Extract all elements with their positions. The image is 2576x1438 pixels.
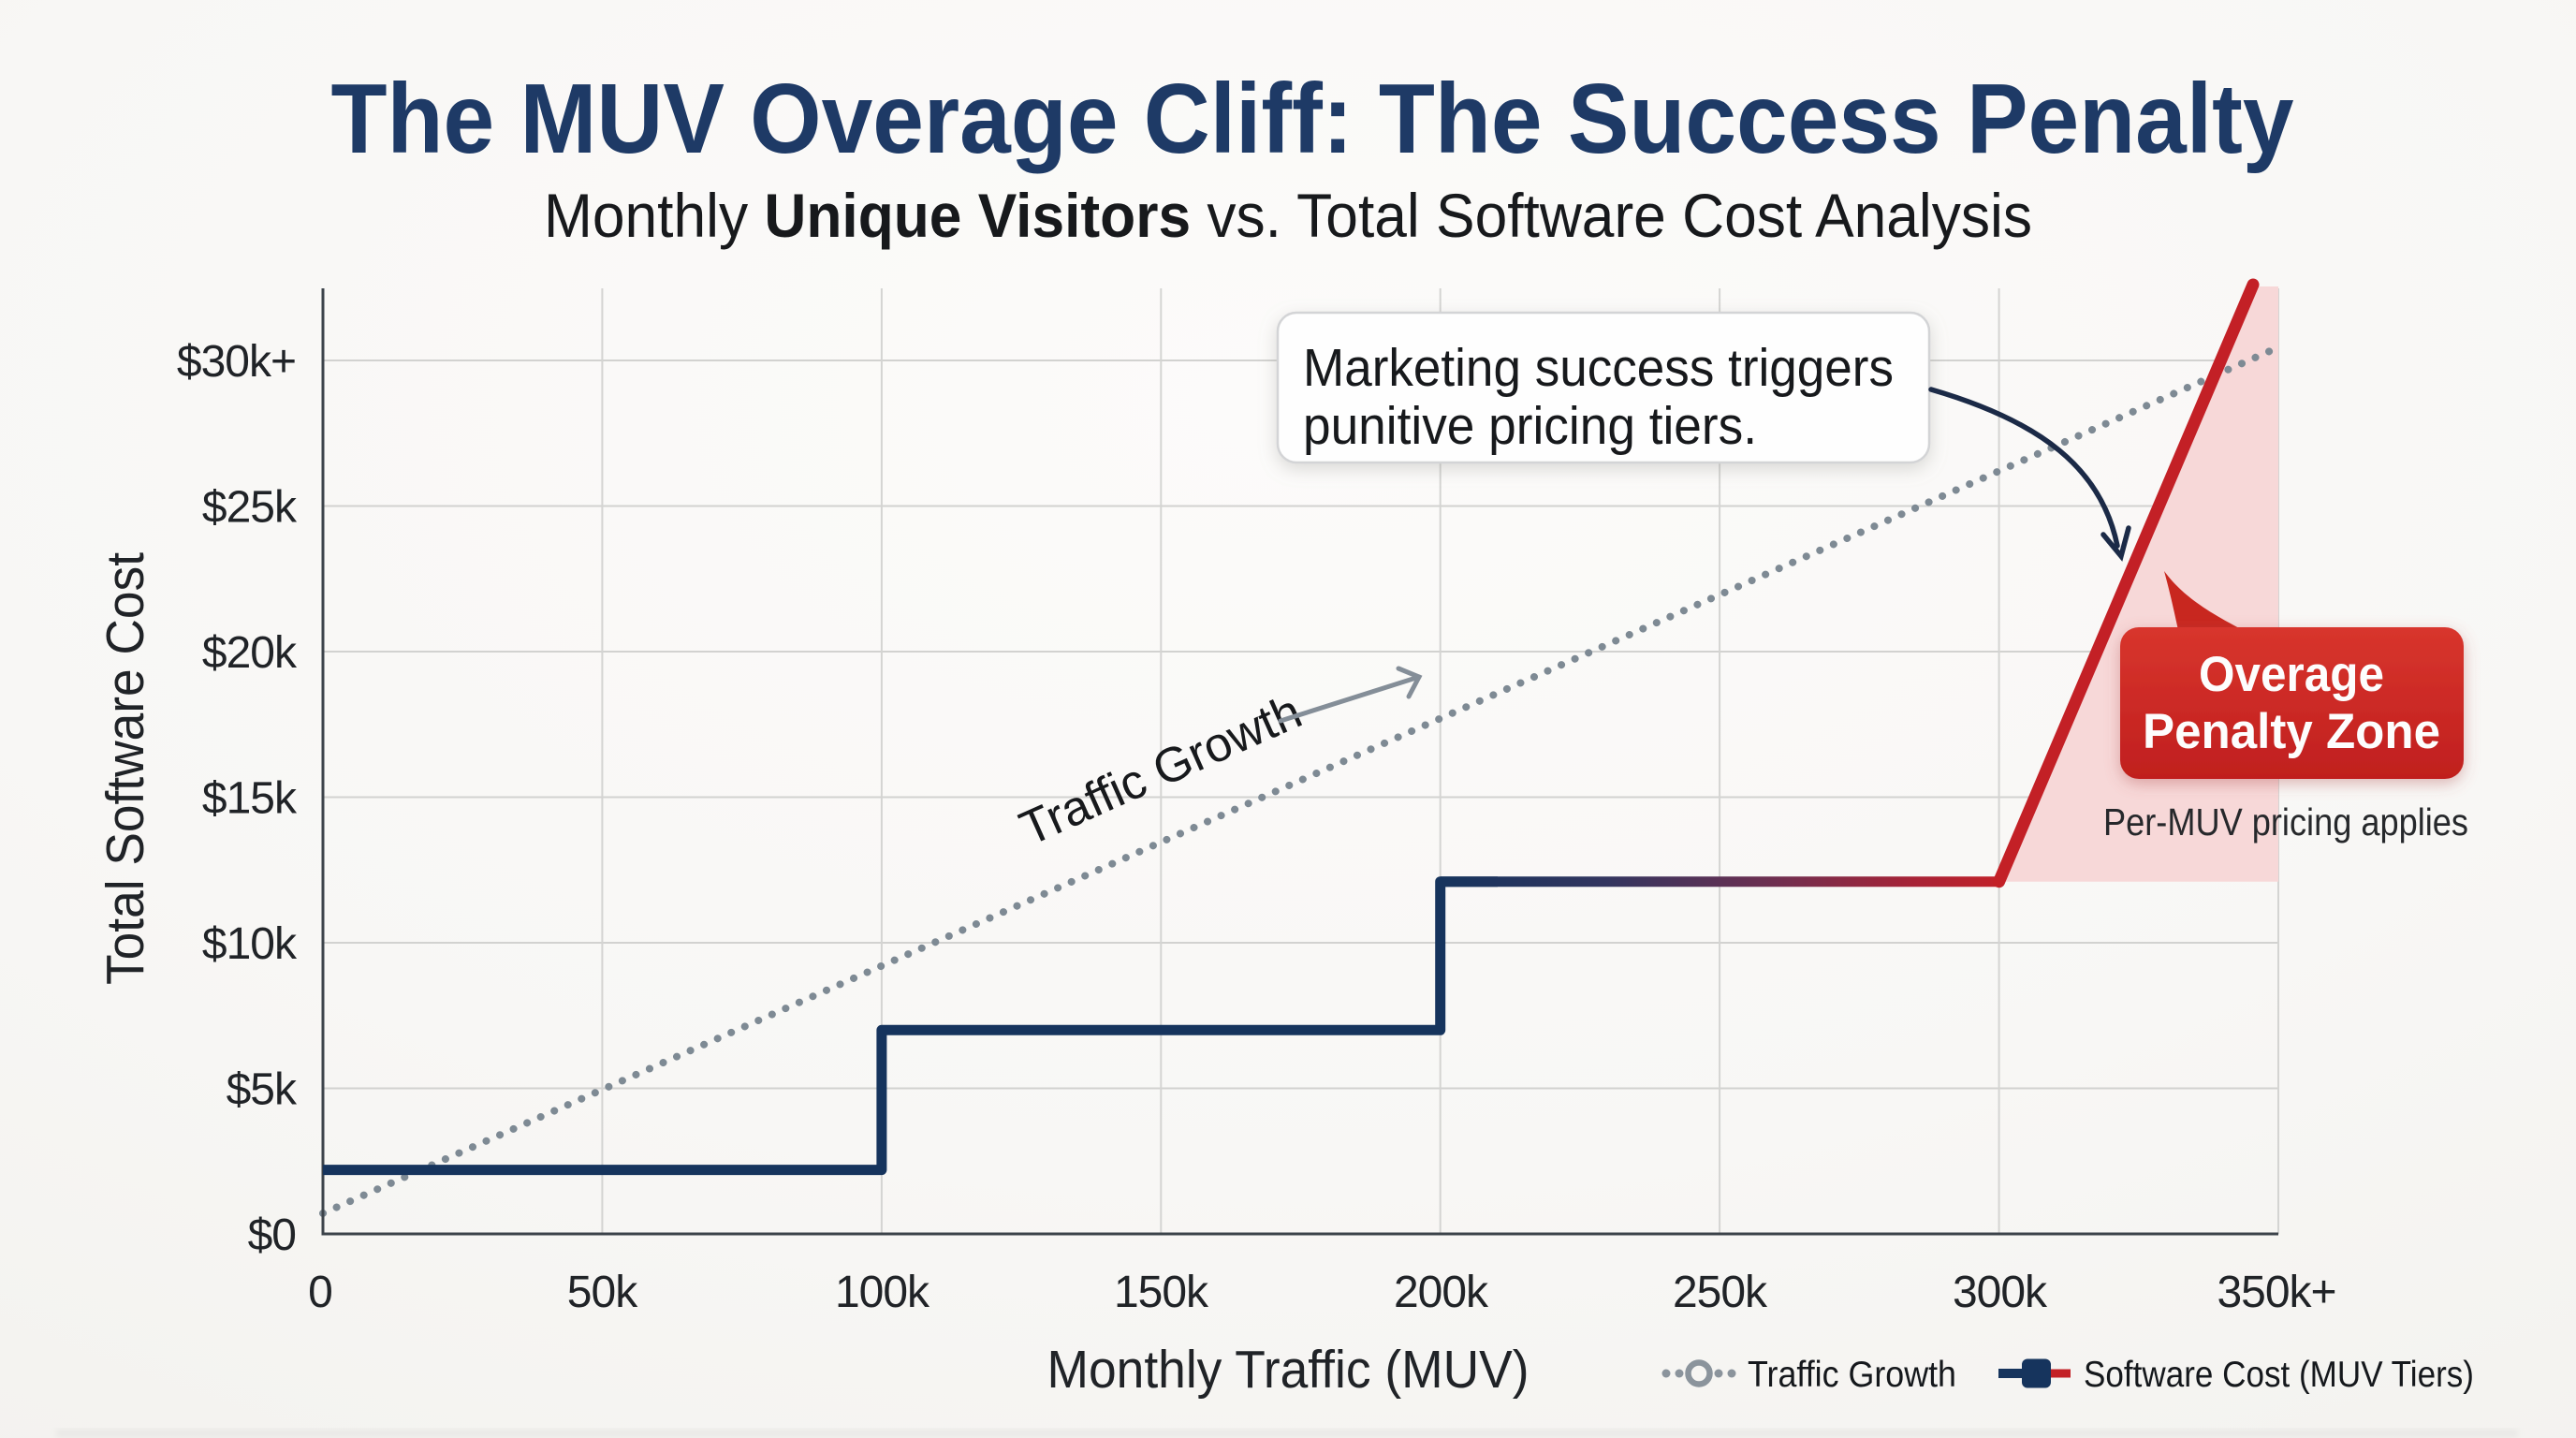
- svg-text:The MUV Overage Cliff: The Suc: The MUV Overage Cliff: The Success Penal…: [331, 64, 2294, 174]
- svg-text:Total Software Cost: Total Software Cost: [95, 552, 155, 985]
- svg-text:300k: 300k: [1953, 1268, 2048, 1317]
- svg-text:Traffic Growth: Traffic Growth: [1748, 1355, 1956, 1395]
- svg-text:Overage: Overage: [2199, 647, 2384, 702]
- svg-text:$15k: $15k: [202, 774, 298, 824]
- svg-text:250k: 250k: [1673, 1268, 1768, 1317]
- svg-text:50k: 50k: [567, 1268, 638, 1317]
- svg-text:0: 0: [308, 1268, 332, 1317]
- svg-text:$20k: $20k: [202, 628, 298, 678]
- svg-text:$5k: $5k: [227, 1065, 298, 1115]
- svg-text:punitive pricing tiers.: punitive pricing tiers.: [1303, 396, 1757, 456]
- svg-text:$0: $0: [248, 1211, 296, 1260]
- svg-text:Monthly Traffic (MUV): Monthly Traffic (MUV): [1047, 1340, 1530, 1400]
- svg-text:Monthly Unique Visitors vs. To: Monthly Unique Visitors vs. Total Softwa…: [544, 181, 2032, 250]
- svg-text:Penalty Zone: Penalty Zone: [2143, 704, 2440, 759]
- svg-text:150k: 150k: [1114, 1268, 1209, 1317]
- svg-text:$25k: $25k: [202, 483, 298, 533]
- svg-text:$30k+: $30k+: [177, 337, 296, 387]
- svg-text:Per-MUV pricing applies: Per-MUV pricing applies: [2103, 800, 2468, 844]
- svg-text:Marketing success triggers: Marketing success triggers: [1303, 338, 1894, 398]
- svg-text:200k: 200k: [1394, 1268, 1489, 1317]
- svg-text:Software Cost (MUV Tiers): Software Cost (MUV Tiers): [2084, 1355, 2474, 1395]
- svg-text:350k+: 350k+: [2217, 1268, 2335, 1317]
- svg-text:$10k: $10k: [202, 919, 298, 969]
- svg-text:100k: 100k: [835, 1268, 930, 1317]
